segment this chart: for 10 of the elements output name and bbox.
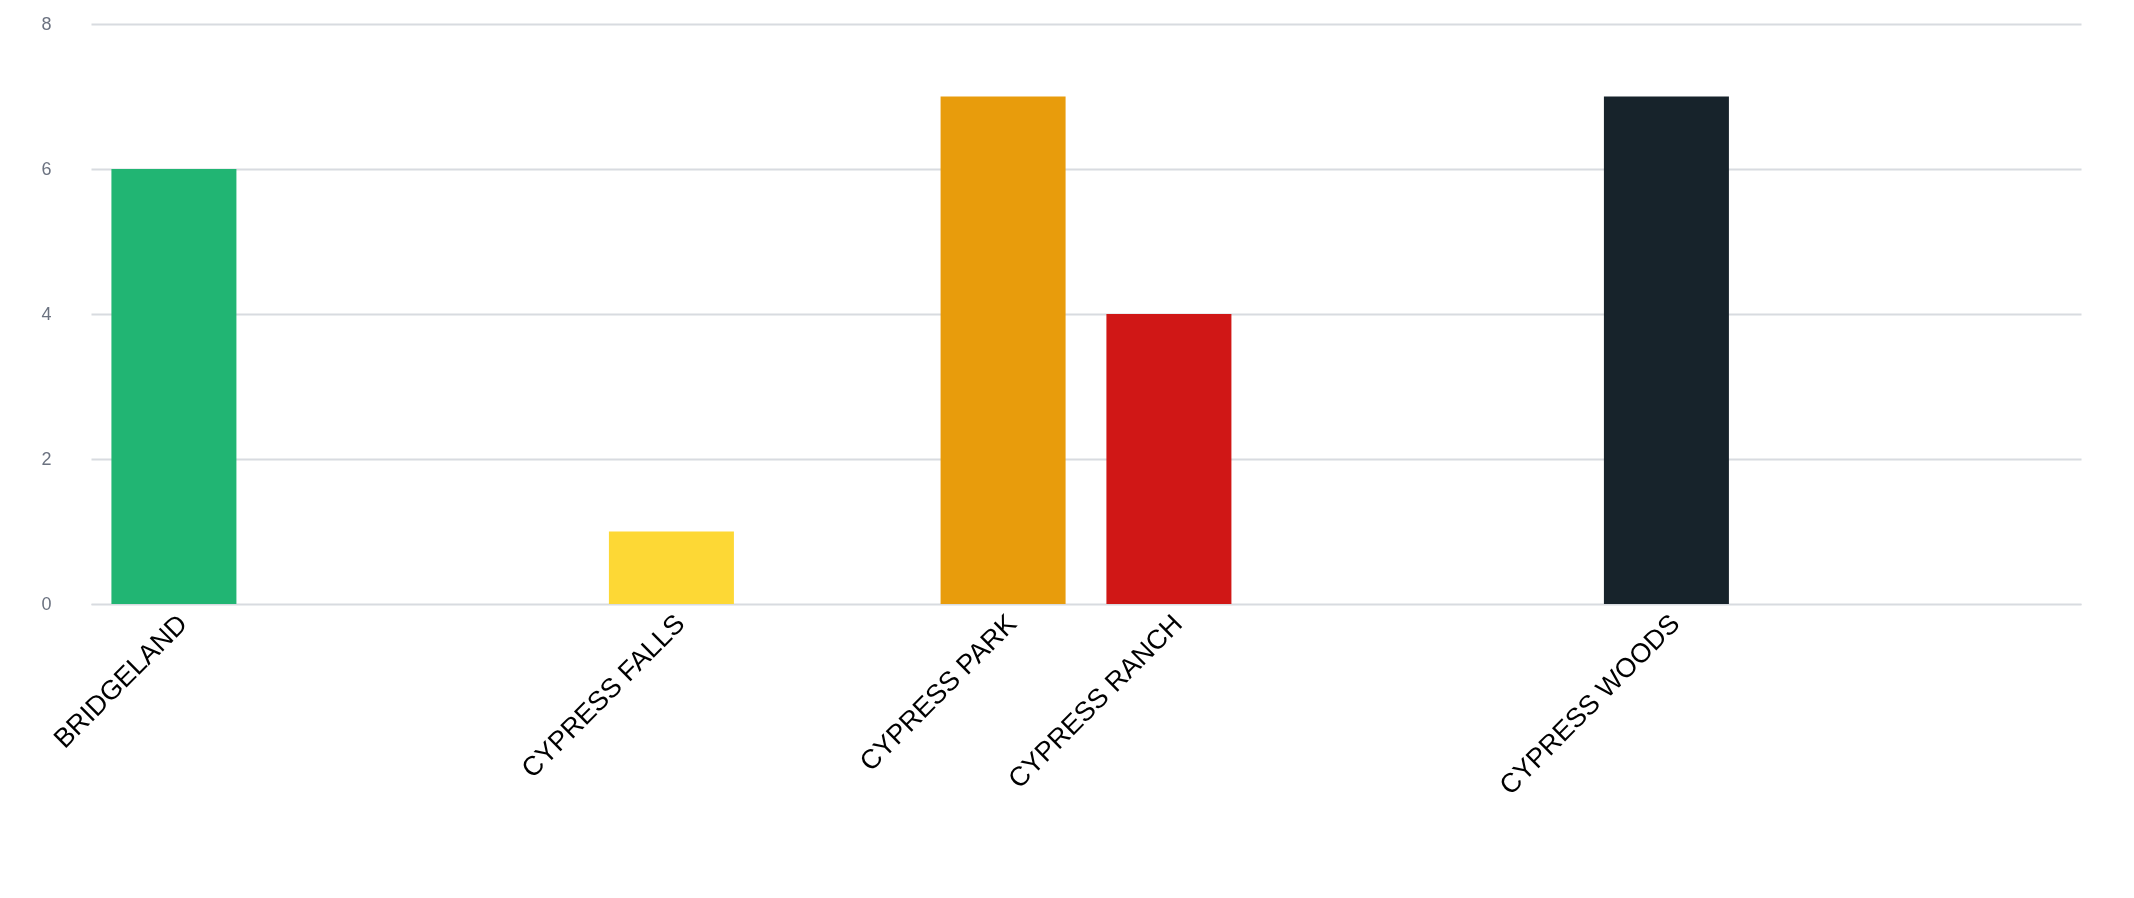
bar [1603, 96, 1729, 604]
y-tick-label: 0 [41, 593, 52, 614]
y-tick-label: 8 [41, 13, 52, 34]
y-tick-label: 2 [41, 448, 52, 469]
bar [1106, 314, 1232, 604]
bar [940, 96, 1066, 604]
y-tick-label: 4 [41, 303, 52, 324]
bar [608, 531, 734, 604]
bar [111, 169, 237, 604]
y-tick-label: 6 [41, 158, 52, 179]
